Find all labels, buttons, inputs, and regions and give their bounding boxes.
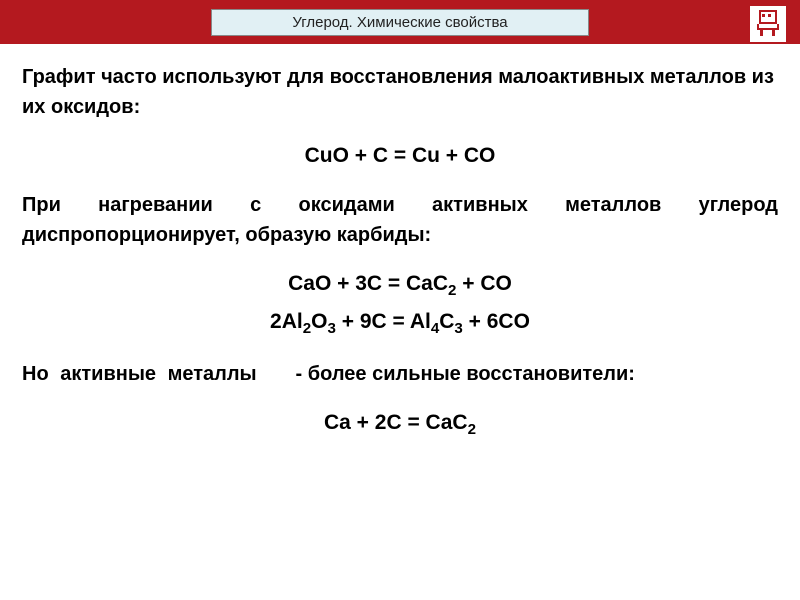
slide-content: Графит часто используют для восстановлен… [0,44,800,464]
paragraph-1: Графит часто используют для восстановлен… [22,62,778,122]
paragraph-2: При нагревании с оксидами активных метал… [22,190,778,250]
slide-title: Углерод. Химические свойства [211,9,588,36]
equation-block-1: CuO + C = Cu + CO [22,140,778,172]
robot-icon [748,4,788,44]
equation-1: CuO + C = Cu + CO [22,140,778,172]
equation-2: CaO + 3C = CaC2 + CO [22,268,778,303]
equation-block-2: CaO + 3C = CaC2 + CO 2Al2O3 + 9C = Al4C3… [22,268,778,342]
header-bar: Углерод. Химические свойства [0,0,800,44]
equation-3: 2Al2O3 + 9C = Al4C3 + 6CO [22,306,778,341]
paragraph-3: Но активные металлы - более сильные восс… [22,359,778,389]
equation-4: Ca + 2C = CaC2 [22,407,778,442]
